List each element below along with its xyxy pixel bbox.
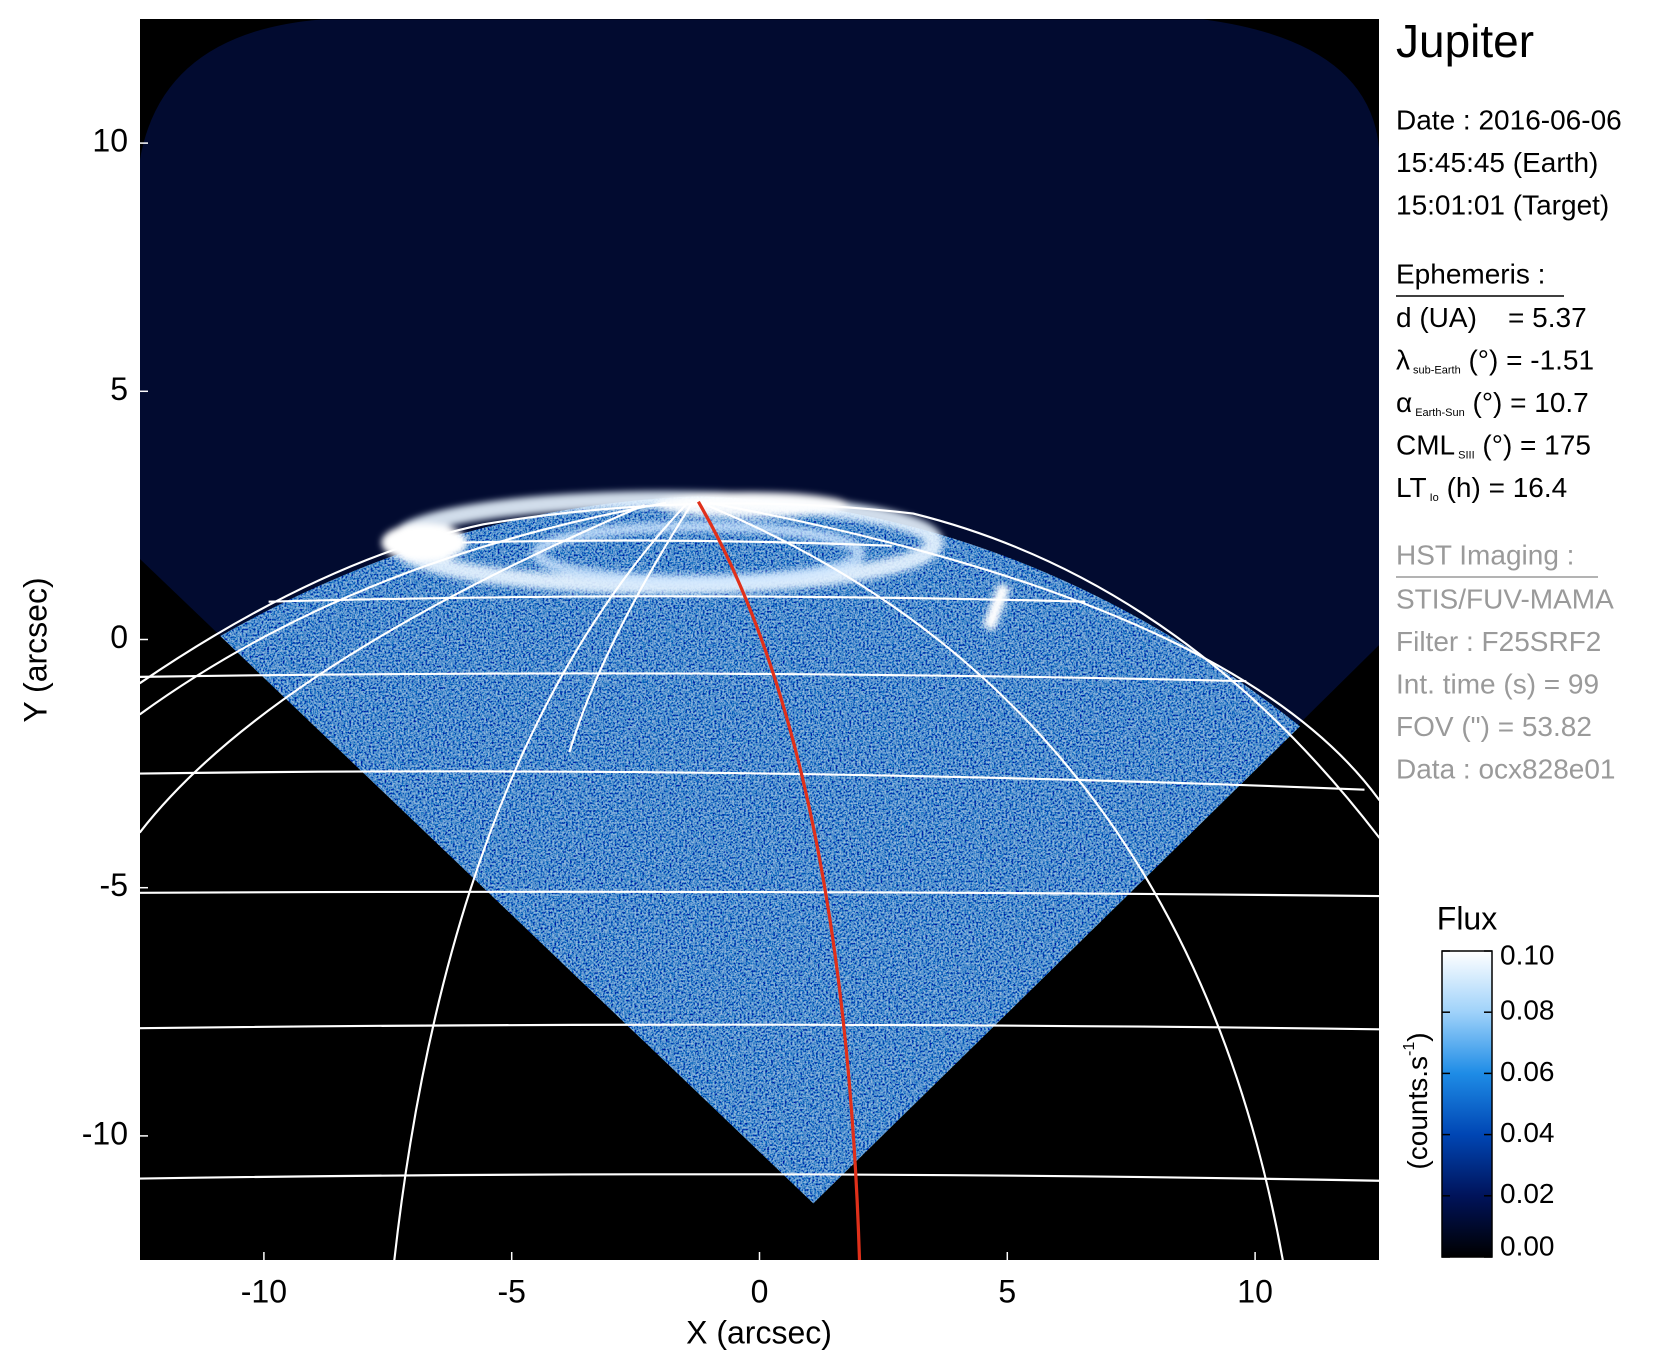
symbol: λ — [1396, 345, 1410, 376]
label-end: ) — [1402, 1032, 1433, 1041]
value-text: (h) = 16.4 — [1439, 472, 1567, 503]
x-tick-label: -5 — [497, 1273, 525, 1309]
symbol: α — [1396, 387, 1412, 418]
ephemeris-line: α Earth-Sun (°) = 10.7 — [1396, 387, 1589, 419]
date-line: 15:01:01 (Target) — [1396, 189, 1609, 220]
subscript: sub-Earth — [1413, 364, 1461, 376]
x-tick-label: -10 — [241, 1273, 287, 1309]
imaging-line: Int. time (s) = 99 — [1396, 668, 1599, 699]
y-tick-label: 0 — [110, 619, 128, 655]
colorbar-tick-label: 0.00 — [1500, 1230, 1555, 1261]
y-tick-label: -5 — [100, 867, 128, 903]
x-tick-label: 5 — [998, 1273, 1016, 1309]
y-axis-label: Y (arcsec) — [17, 577, 53, 722]
coordinate-grid — [140, 500, 1379, 1260]
imaging-heading: HST Imaging : — [1396, 539, 1574, 570]
colorbar-tick-label: 0.08 — [1500, 995, 1555, 1026]
colorbar-tick-label: 0.10 — [1500, 939, 1555, 970]
central-meridian — [696, 500, 862, 1260]
y-tick-label: 5 — [110, 371, 128, 407]
label-superscript: -1 — [1401, 1042, 1418, 1056]
y-tick-label: -10 — [82, 1115, 128, 1151]
imaging-line: FOV (") = 53.82 — [1396, 711, 1592, 742]
value-text: (°) = 10.7 — [1465, 387, 1589, 418]
date-line: Date : 2016-06-06 — [1396, 104, 1622, 135]
x-tick-label: 0 — [751, 1273, 769, 1309]
label-text: (counts.s — [1402, 1056, 1433, 1170]
imaging-line: STIS/FUV-MAMA — [1396, 583, 1614, 614]
colorbar-tick-label: 0.06 — [1500, 1056, 1555, 1087]
colorbar-tick-label: 0.04 — [1500, 1117, 1555, 1148]
colorbar: Flux 0.00 0.02 0.04 0.06 0.08 0.10 (counts.s-1) — [1401, 900, 1554, 1261]
ephemeris-line: CML SIII (°) = 175 — [1396, 430, 1591, 462]
colorbar-title: Flux — [1437, 900, 1497, 936]
subscript: SIII — [1458, 449, 1475, 461]
image — [140, 19, 1379, 1260]
ephemeris-line: LT Io (h) = 16.4 — [1396, 472, 1567, 504]
value-text: (°) = 175 — [1475, 430, 1591, 461]
date-line: 15:45:45 (Earth) — [1396, 147, 1598, 178]
ephemeris-line: d (UA) = 5.37 — [1396, 302, 1587, 333]
chart-title: Jupiter — [1396, 15, 1534, 67]
imaging-line: Filter : F25SRF2 — [1396, 626, 1601, 657]
ephemeris-heading: Ephemeris : — [1396, 258, 1545, 289]
symbol: CML — [1396, 430, 1455, 461]
x-axis-label: X (arcsec) — [686, 1314, 832, 1350]
y-tick-label: 10 — [92, 123, 128, 159]
subscript: Earth-Sun — [1415, 407, 1465, 419]
colorbar-scale — [1441, 950, 1493, 1258]
colorbar-tick-label: 0.02 — [1500, 1178, 1555, 1209]
symbol: LT — [1396, 472, 1427, 503]
ephemeris-line: λ sub-Earth (°) = -1.51 — [1396, 345, 1594, 377]
colorbar-label: (counts.s-1) — [1401, 1032, 1433, 1169]
x-tick-label: 10 — [1237, 1273, 1273, 1309]
subscript: Io — [1430, 492, 1439, 504]
imaging-line: Data : ocx828e01 — [1396, 753, 1616, 784]
value-text: (°) = -1.51 — [1461, 345, 1594, 376]
symbol: d (UA) = 5.37 — [1396, 302, 1587, 333]
info-panel: Date : 2016-06-06 15:45:45 (Earth) 15:01:0… — [1396, 104, 1622, 784]
